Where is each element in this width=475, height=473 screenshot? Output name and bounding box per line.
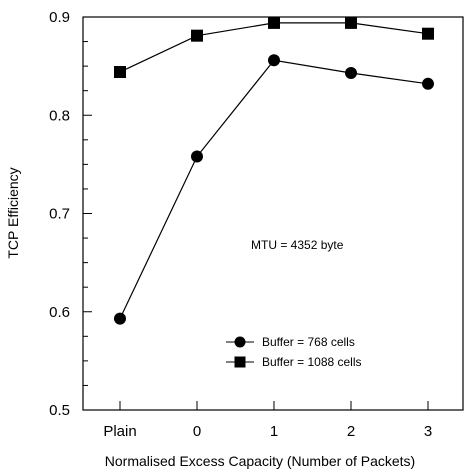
series-line-0 bbox=[119, 59, 429, 319]
y-tick-label: 0.6 bbox=[49, 304, 70, 321]
data-point-square bbox=[422, 27, 434, 40]
legend-marker-circle bbox=[234, 336, 246, 348]
y-tick-label: 0.5 bbox=[49, 402, 70, 419]
x-tick-label: 1 bbox=[270, 423, 278, 440]
x-axis-label: Normalised Excess Capacity (Number of Pa… bbox=[105, 453, 415, 469]
data-point-circle bbox=[345, 67, 357, 80]
plot-frame bbox=[82, 16, 464, 411]
data-point-square bbox=[191, 29, 203, 42]
x-tick-label: 2 bbox=[347, 423, 355, 440]
y-tick-label: 0.9 bbox=[49, 9, 70, 26]
data-point-circle bbox=[268, 54, 280, 67]
mtu-annotation: MTU = 4352 byte bbox=[251, 238, 344, 252]
y-tick-label: 0.8 bbox=[49, 107, 70, 124]
y-tick-label: 0.7 bbox=[49, 206, 70, 223]
x-axis-ticks: Plain 0 1 2 3 bbox=[103, 401, 432, 440]
data-point-circle bbox=[191, 150, 203, 163]
data-point-circle bbox=[114, 312, 126, 325]
legend-label-1088: Buffer = 1088 cells bbox=[262, 355, 362, 369]
x-tick-label: 3 bbox=[424, 423, 432, 440]
legend-marker-square bbox=[234, 356, 246, 368]
x-tick-label: Plain bbox=[103, 423, 136, 440]
y-axis-label: TCP Efficiency bbox=[5, 167, 21, 258]
data-point-square bbox=[345, 16, 357, 29]
data-point-square bbox=[268, 16, 280, 29]
series-layer bbox=[114, 16, 434, 325]
data-point-square bbox=[114, 66, 126, 79]
legend: Buffer = 768 cells Buffer = 1088 cells bbox=[226, 335, 362, 369]
legend-label-768: Buffer = 768 cells bbox=[262, 335, 355, 349]
data-point-circle bbox=[422, 77, 434, 90]
x-tick-label: 0 bbox=[193, 423, 201, 440]
y-axis-ticks: 0.5 0.6 0.7 0.8 0.9 bbox=[49, 9, 92, 419]
